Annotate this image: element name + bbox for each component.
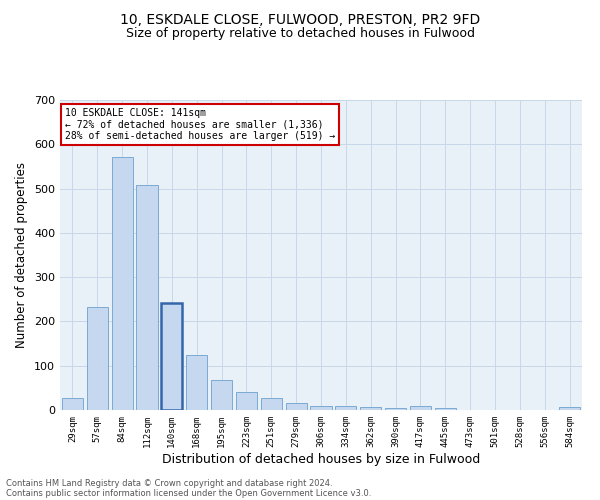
Bar (236, 392, 257, 410)
Text: 10 ESKDALE CLOSE: 141sqm
← 72% of detached houses are smaller (1,336)
28% of sem: 10 ESKDALE CLOSE: 141sqm ← 72% of detach… (65, 108, 335, 141)
Bar (261, 398, 282, 410)
Bar (410, 406, 431, 410)
Bar (62, 398, 83, 410)
X-axis label: Distribution of detached houses by size in Fulwood: Distribution of detached houses by size … (162, 452, 480, 466)
Bar (435, 408, 456, 410)
Bar (136, 185, 158, 410)
Text: Contains HM Land Registry data © Crown copyright and database right 2024.: Contains HM Land Registry data © Crown c… (6, 478, 332, 488)
Bar (211, 380, 232, 410)
Bar (385, 408, 406, 410)
Bar (112, 156, 133, 410)
Text: Contains public sector information licensed under the Open Government Licence v3: Contains public sector information licen… (6, 488, 371, 498)
Y-axis label: Number of detached properties: Number of detached properties (16, 162, 28, 348)
Text: 10, ESKDALE CLOSE, FULWOOD, PRESTON, PR2 9FD: 10, ESKDALE CLOSE, FULWOOD, PRESTON, PR2… (120, 12, 480, 26)
Bar (161, 303, 182, 410)
Bar (186, 355, 207, 410)
Bar (559, 408, 580, 410)
Bar (360, 407, 381, 410)
Bar (335, 406, 356, 410)
Text: Size of property relative to detached houses in Fulwood: Size of property relative to detached ho… (125, 28, 475, 40)
Bar (310, 406, 332, 410)
Bar (87, 308, 108, 410)
Bar (286, 404, 307, 410)
